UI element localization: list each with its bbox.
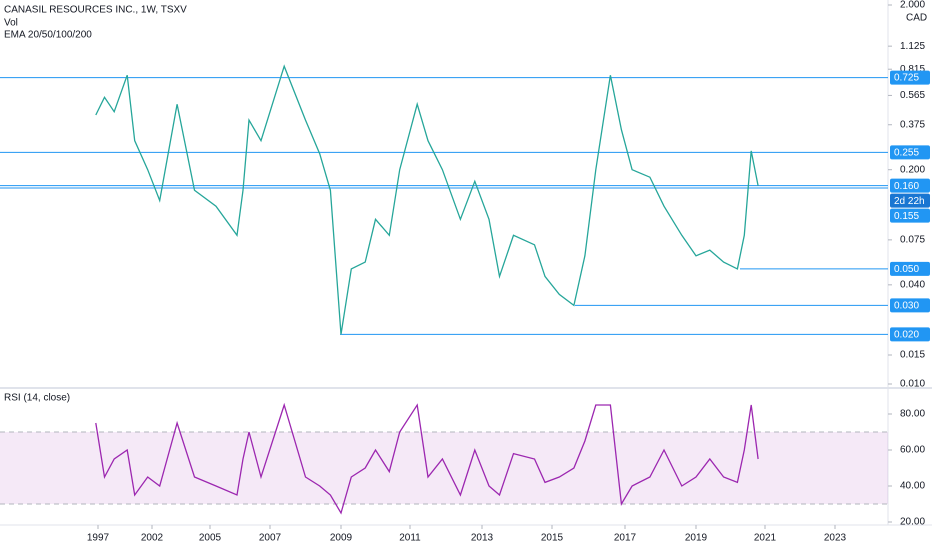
y-tick-label: 0.565 [900,90,925,101]
level-label: 0.725 [894,73,919,84]
y-tick-label: 1.125 [900,41,925,52]
currency-label: CAD [906,13,927,24]
level-box [890,70,930,85]
indicator-label: Vol [4,18,18,29]
level-box [890,261,930,276]
y-tick-label: 0.040 [900,279,925,290]
level-box [890,145,930,160]
level-label: 0.020 [894,330,919,341]
level-box [890,208,930,223]
y-tick-label: 0.375 [900,119,925,130]
chart-title: CANASIL RESOURCES INC., 1W, TSXV [4,5,187,16]
level-label: 0.030 [894,301,919,312]
price-line [95,64,759,335]
rsi-title: RSI (14, close) [4,393,70,404]
level-box [890,178,930,193]
y-tick-label: 0.010 [900,379,925,390]
x-tick-label: 2007 [259,533,282,544]
level-box [890,327,930,342]
countdown: 2d 22h [894,196,925,207]
indicator-label: EMA 20/50/100/200 [4,30,92,41]
x-tick-label: 2019 [685,533,708,544]
x-tick-label: 1997 [87,533,110,544]
y-tick-label: 0.015 [900,350,925,361]
level-label: 0.050 [894,264,919,275]
level-label: 0.160 [894,181,919,192]
y-tick-label: 0.200 [900,164,925,175]
y-tick-label: 20.00 [900,517,925,528]
y-tick-label: 0.815 [900,64,925,75]
x-tick-label: 2009 [330,533,353,544]
x-tick-label: 2002 [141,533,164,544]
rsi-band [0,432,888,504]
y-tick-label: 0.075 [900,235,925,246]
countdown-box [890,193,930,208]
x-tick-label: 2015 [541,533,564,544]
level-box [890,298,930,313]
level-label: 0.155 [894,211,919,222]
y-tick-label: 2.000 [900,0,925,11]
y-tick-label: 80.00 [900,409,925,420]
x-tick-label: 2017 [614,533,637,544]
x-tick-label: 2011 [399,533,421,544]
y-tick-label: 40.00 [900,481,925,492]
x-tick-label: 2013 [471,533,494,544]
x-tick-label: 2005 [199,533,222,544]
x-tick-label: 2021 [754,533,777,544]
level-label: 0.255 [894,147,919,158]
price-line [95,402,759,515]
x-tick-label: 2023 [824,533,847,544]
y-tick-label: 60.00 [900,445,925,456]
